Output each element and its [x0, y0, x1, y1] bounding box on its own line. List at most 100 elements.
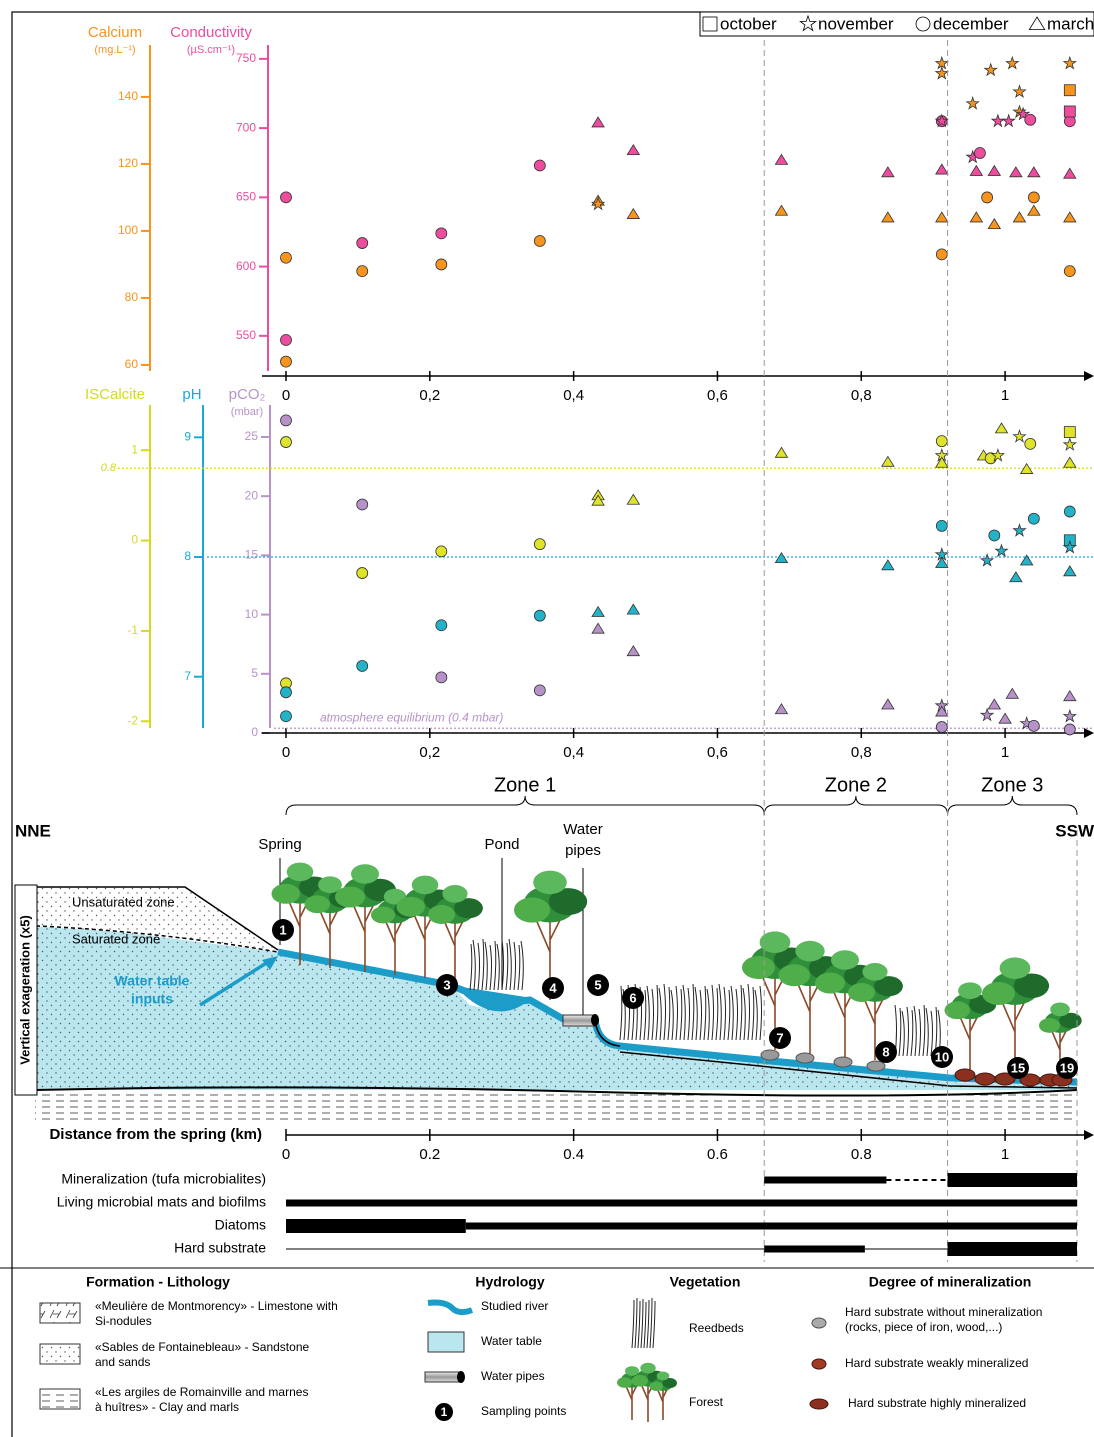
x-tick-label: 0,8 — [851, 744, 872, 761]
indicator-label: Hard substrate — [174, 1240, 266, 1256]
marker-star — [1015, 106, 1031, 121]
x-tick-label: 0.6 — [707, 1146, 728, 1163]
reed — [699, 989, 702, 1041]
sampling-label: 19 — [1060, 1060, 1074, 1075]
y-tick-label: 60 — [125, 357, 139, 371]
reed — [484, 941, 488, 991]
unsaturated-dots — [15, 887, 278, 950]
end-label: SSW — [1055, 821, 1094, 840]
x-tick-label: 0,2 — [419, 744, 440, 761]
marker-triangle — [935, 163, 949, 175]
marker-star — [990, 448, 1006, 462]
reed — [643, 1301, 647, 1349]
sampling-label: 7 — [776, 1030, 783, 1045]
marker-circle — [533, 609, 546, 622]
tree-crown — [1013, 973, 1050, 999]
indicator-bar — [286, 1219, 466, 1233]
marker-triangle — [987, 217, 1002, 230]
reed — [711, 984, 714, 1041]
marker-triangle — [1019, 462, 1034, 474]
x-tick-label: 0,6 — [707, 744, 728, 761]
water-table-limit — [14, 924, 279, 953]
reed — [496, 943, 500, 991]
tree-crown — [1039, 1018, 1060, 1033]
spring-label: Spring — [258, 836, 301, 853]
tree-crown — [428, 905, 455, 924]
tree-crown — [286, 862, 314, 882]
marker-triangle — [1027, 166, 1041, 178]
marker-triangle — [987, 698, 1002, 710]
marker-triangle — [626, 207, 641, 219]
sampling-point — [1056, 1057, 1078, 1079]
axis-unit: (mg.L⁻¹) — [94, 44, 135, 56]
legend-text: Water pipes — [481, 1369, 545, 1383]
marker-star — [1001, 113, 1016, 128]
marker-circle — [356, 265, 369, 278]
marker-star — [934, 65, 949, 80]
rock-swatch — [809, 1398, 829, 1410]
marker-circle — [935, 248, 948, 261]
reed — [658, 987, 662, 1041]
inputs-label: Water table — [115, 973, 190, 989]
sampling-label: 5 — [594, 977, 601, 992]
marker-circle — [435, 258, 448, 271]
reed — [646, 985, 650, 1041]
marker-triangle — [626, 493, 641, 505]
reed — [718, 983, 722, 1041]
sampling-point — [875, 1041, 897, 1063]
reed — [925, 1007, 929, 1057]
x-tick-label: 0 — [282, 387, 290, 404]
clay-top — [34, 1086, 1078, 1097]
marker-circle — [915, 16, 931, 32]
x-tick-label: 0.8 — [851, 1146, 872, 1163]
marker-triangle — [1063, 690, 1077, 702]
mineralized-rock — [954, 1068, 976, 1082]
marker-triangle — [1063, 167, 1077, 179]
static-text: NNE SSW Spring Pond Water pipes Unsatura… — [15, 821, 1094, 1065]
marker-triangle — [626, 603, 641, 615]
marker-triangle — [1012, 211, 1027, 223]
reed — [637, 1300, 641, 1349]
y-tick-label: 650 — [236, 190, 256, 204]
axis-title: Distance from the spring (km) — [49, 1126, 262, 1143]
lithology-swatch — [39, 1388, 81, 1410]
marker-triangle — [998, 712, 1012, 724]
marker-triangle — [774, 204, 789, 216]
reed — [898, 1007, 902, 1057]
marker-triangle — [1063, 211, 1077, 223]
legend-heading: Degree of mineralization — [869, 1274, 1032, 1290]
marker-circle — [533, 538, 546, 551]
y-tick-label: 80 — [125, 290, 139, 304]
y-tick-label: 750 — [236, 51, 256, 65]
legend-text: «Meulière de Montmorency» - Limestone wi… — [95, 1299, 338, 1313]
marker-star — [1012, 523, 1027, 537]
tree-crown — [656, 1371, 670, 1381]
legend-text: Forest — [689, 1395, 724, 1409]
y-tick-label: 120 — [118, 156, 138, 170]
x-axis-arrow — [1084, 371, 1094, 381]
x-tick-label: 1 — [1001, 1146, 1009, 1163]
marker-circle — [974, 147, 986, 159]
marker-star — [979, 707, 995, 722]
pipe-swatch — [424, 1371, 462, 1383]
marker-star — [994, 543, 1009, 558]
reed — [901, 1010, 905, 1057]
reed — [687, 987, 690, 1041]
reed — [930, 1010, 933, 1057]
marker-triangle — [987, 164, 1002, 176]
x-tick-label: 0,6 — [707, 387, 728, 404]
river-swatch — [427, 1299, 474, 1316]
reed — [922, 1004, 926, 1057]
tree-crown — [617, 1377, 632, 1388]
marker-triangle — [881, 559, 895, 571]
pipes-label: pipes — [565, 842, 601, 859]
exaggeration-box — [14, 884, 38, 1096]
tree-crown — [759, 931, 791, 953]
x-tick-label: 0 — [282, 1146, 290, 1163]
marker-triangle — [881, 455, 895, 467]
water-pipe — [562, 1014, 596, 1027]
reed — [619, 985, 623, 1041]
tree-crown — [640, 1362, 656, 1374]
reed — [918, 1008, 921, 1057]
marker-circle — [1063, 265, 1076, 278]
